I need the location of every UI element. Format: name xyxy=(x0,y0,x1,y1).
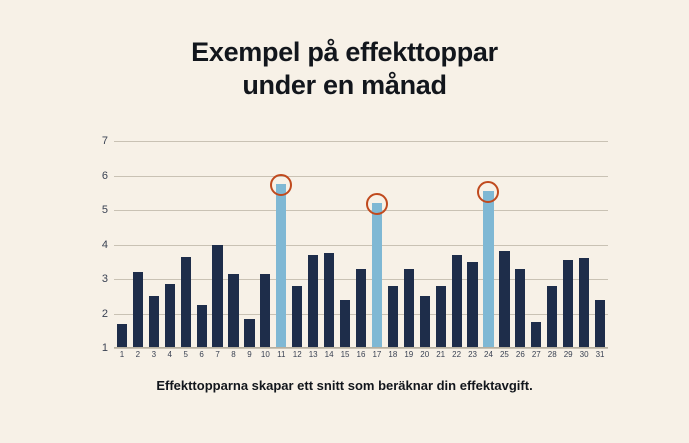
bar-day-15 xyxy=(339,299,351,348)
x-axis-label-14: 14 xyxy=(324,350,334,359)
x-axis-label-27: 27 xyxy=(531,350,541,359)
bar-day-20 xyxy=(419,296,430,348)
bar-day-10 xyxy=(260,273,271,348)
bar-day-2 xyxy=(132,272,143,348)
bar-day-14 xyxy=(324,253,335,348)
bar-day-8 xyxy=(228,273,239,348)
x-axis-label-9: 9 xyxy=(247,350,252,359)
x-axis-label-7: 7 xyxy=(215,350,220,359)
x-axis-label-28: 28 xyxy=(547,350,557,359)
x-axis-line xyxy=(114,347,608,348)
x-axis-label-31: 31 xyxy=(595,350,605,359)
x-axis-label-20: 20 xyxy=(420,350,430,359)
x-axis-label-4: 4 xyxy=(167,350,172,359)
gridline-4 xyxy=(114,244,608,246)
bar-day-21 xyxy=(435,285,446,348)
y-axis: 1 2 3 4 5 6 7 xyxy=(88,131,108,358)
x-axis-label-23: 23 xyxy=(468,350,477,359)
bar-day-31 xyxy=(594,299,606,348)
x-axis-label-12: 12 xyxy=(292,350,302,359)
bar-day-3 xyxy=(148,296,159,348)
bar-day-23 xyxy=(467,261,478,348)
x-axis-label-15: 15 xyxy=(340,350,350,359)
x-axis-label-30: 30 xyxy=(579,350,589,359)
chart-plot-area xyxy=(114,141,608,349)
bar-day-13 xyxy=(308,254,319,348)
page-title: Exempel på effekttoppar under en månad xyxy=(0,36,689,102)
y-axis-label-2: 2 xyxy=(101,307,108,320)
bar-day-22 xyxy=(451,254,462,348)
bar-day-17 xyxy=(371,203,383,348)
bar-day-26 xyxy=(515,268,526,348)
x-axis-label-2: 2 xyxy=(135,350,141,359)
x-axis-label-8: 8 xyxy=(231,350,236,359)
x-axis-label-22: 22 xyxy=(452,350,462,359)
title-line-1: Exempel på effekttoppar xyxy=(191,37,498,67)
bar-day-7 xyxy=(212,244,223,348)
x-axis-label-10: 10 xyxy=(260,350,270,359)
x-axis-label-19: 19 xyxy=(404,350,414,359)
bar-day-27 xyxy=(531,322,542,348)
title-line-2: under en månad xyxy=(242,70,447,100)
bar-day-4 xyxy=(164,284,175,348)
x-axis-label-16: 16 xyxy=(356,350,366,359)
bar-day-11 xyxy=(276,184,287,348)
x-axis-label-5: 5 xyxy=(183,350,188,359)
bar-day-18 xyxy=(387,285,398,348)
bar-day-28 xyxy=(547,285,558,348)
y-axis-label-7: 7 xyxy=(101,135,108,147)
x-axis: 1 2 3 4 5 6 7 8 9 10 11 12 13 14 15 16 17 18 19 20 21 22 23 24 2… xyxy=(114,350,608,366)
y-axis-label-4: 4 xyxy=(101,238,108,251)
x-axis-label-3: 3 xyxy=(151,350,157,359)
x-axis-label-11: 11 xyxy=(277,350,286,359)
y-axis-label-3: 3 xyxy=(101,273,108,285)
gridline-7 xyxy=(114,141,608,142)
x-axis-label-25: 25 xyxy=(499,350,509,359)
x-axis-label-17: 17 xyxy=(372,350,382,359)
bar-day-30 xyxy=(578,258,590,348)
x-axis-label-29: 29 xyxy=(563,350,573,359)
bar-day-19 xyxy=(403,268,414,348)
bar-day-6 xyxy=(196,304,207,348)
x-axis-label-1: 1 xyxy=(119,350,125,359)
x-axis-label-18: 18 xyxy=(388,350,398,359)
bar-day-29 xyxy=(563,260,574,348)
chart-caption: Effekttopparna skapar ett snitt som berä… xyxy=(156,378,533,393)
x-axis-label-6: 6 xyxy=(199,350,204,359)
bar-day-25 xyxy=(499,251,510,348)
gridline-1 xyxy=(114,348,608,349)
gridline-6 xyxy=(114,175,608,177)
x-axis-label-13: 13 xyxy=(308,350,318,359)
bar-day-24 xyxy=(483,191,494,348)
x-axis-label-24: 24 xyxy=(484,350,493,359)
bar-day-12 xyxy=(292,285,303,348)
bar-series xyxy=(114,141,608,348)
x-axis-label-26: 26 xyxy=(515,350,525,359)
bar-day-9 xyxy=(244,318,255,348)
y-axis-label-1: 1 xyxy=(101,342,108,354)
bar-day-5 xyxy=(180,256,191,348)
x-axis-label-21: 21 xyxy=(436,350,446,359)
bar-day-16 xyxy=(355,268,367,348)
bar-day-1 xyxy=(116,323,128,348)
gridline-5 xyxy=(114,210,608,211)
y-axis-label-5: 5 xyxy=(101,204,108,216)
y-axis-label-6: 6 xyxy=(101,169,108,182)
